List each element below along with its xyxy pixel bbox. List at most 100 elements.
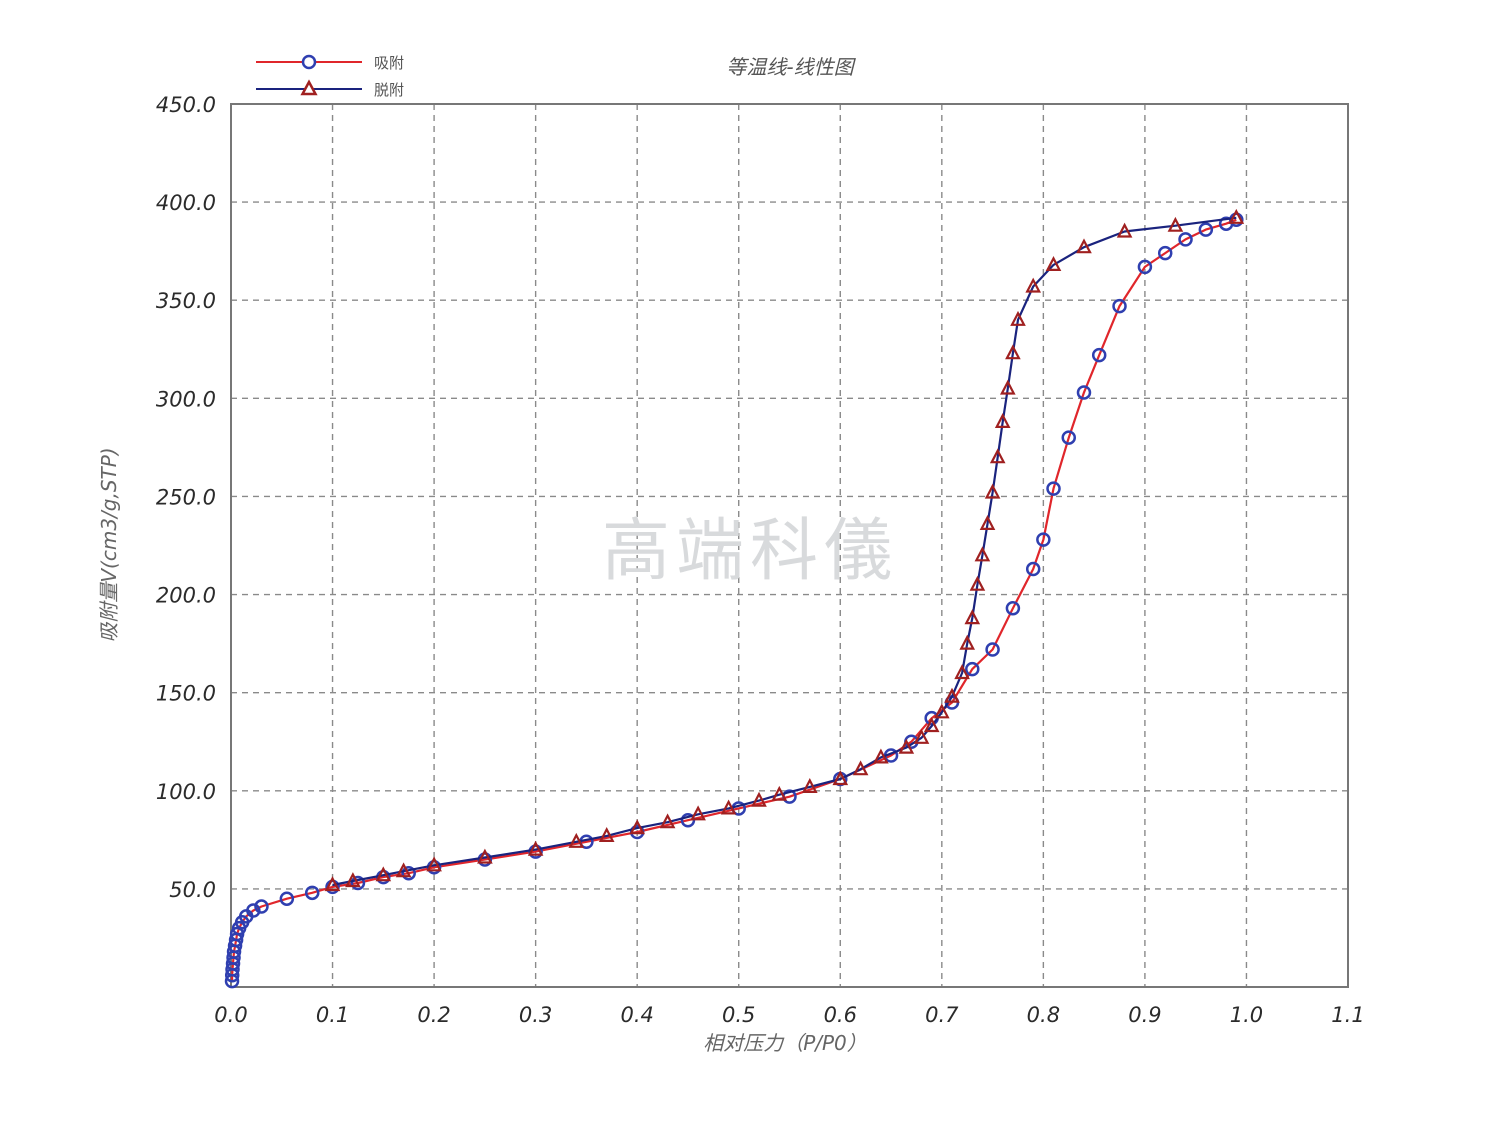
legend-label-adsorption: 吸附 bbox=[374, 54, 404, 72]
data-point-desorption bbox=[598, 827, 615, 843]
data-point-desorption bbox=[944, 687, 960, 703]
x-tick-label: 0.1 bbox=[316, 1003, 349, 1027]
series-adsorption bbox=[224, 212, 1244, 989]
legend-item-desorption: 脱附 bbox=[256, 79, 404, 99]
data-point-desorption bbox=[852, 760, 869, 776]
y-tick-label: 150.0 bbox=[156, 682, 216, 706]
data-point-adsorption bbox=[246, 903, 261, 918]
data-point-adsorption bbox=[1229, 212, 1244, 228]
x-axis-ticks: 0.0 0.1 0.2 0.3 0.4 0.5 0.6 0.7 0.8 0.9 1.0 1.1 bbox=[214, 1003, 1364, 1027]
y-tick-label: 200.0 bbox=[156, 584, 216, 608]
data-point-adsorption bbox=[1112, 298, 1127, 314]
data-point-adsorption bbox=[1157, 245, 1173, 261]
y-tick-label: 300.0 bbox=[156, 387, 216, 411]
data-point-adsorption bbox=[1025, 561, 1041, 577]
y-tick-label: 50.0 bbox=[169, 878, 216, 902]
x-tick-label: 0.5 bbox=[722, 1003, 755, 1027]
data-point-adsorption bbox=[1046, 481, 1061, 496]
data-point-adsorption bbox=[1005, 601, 1021, 616]
x-tick-label: 1.1 bbox=[1331, 1003, 1364, 1027]
data-point-adsorption bbox=[965, 661, 980, 677]
series-line-adsorption bbox=[230, 218, 1237, 982]
x-tick-label: 0.0 bbox=[214, 1003, 247, 1027]
data-point-desorption bbox=[1045, 256, 1062, 271]
series-desorption bbox=[324, 208, 1245, 892]
data-point-adsorption bbox=[1137, 259, 1153, 275]
data-point-desorption bbox=[426, 856, 442, 872]
x-tick-label: 0.7 bbox=[925, 1003, 959, 1027]
data-point-desorption bbox=[720, 799, 737, 815]
legend-marker-adsorption bbox=[301, 54, 317, 70]
data-point-adsorption bbox=[350, 875, 366, 891]
legend: 吸附 脱附 bbox=[256, 54, 404, 99]
data-point-desorption bbox=[933, 703, 950, 719]
data-point-adsorption bbox=[254, 899, 269, 914]
legend-label-desorption: 脱附 bbox=[374, 81, 404, 99]
y-axis-title: 吸附量V(cm3/g,STP) bbox=[97, 447, 121, 642]
x-tick-label: 0.6 bbox=[824, 1003, 857, 1027]
data-point-adsorption bbox=[279, 891, 295, 906]
data-point-desorption bbox=[873, 748, 889, 764]
data-point-desorption bbox=[629, 819, 646, 835]
data-point-desorption bbox=[999, 379, 1016, 395]
data-point-desorption bbox=[898, 738, 915, 754]
data-point-desorption bbox=[974, 546, 991, 562]
data-point-desorption bbox=[1116, 222, 1133, 238]
series-layer bbox=[224, 208, 1245, 989]
data-point-adsorption bbox=[304, 885, 320, 901]
data-point-desorption bbox=[989, 448, 1006, 464]
data-point-desorption bbox=[801, 778, 818, 794]
data-point-desorption bbox=[913, 728, 930, 744]
x-tick-label: 0.8 bbox=[1027, 1003, 1060, 1027]
data-point-adsorption bbox=[1091, 347, 1107, 363]
plot-frame bbox=[230, 103, 1349, 988]
data-point-desorption bbox=[994, 413, 1011, 428]
y-tick-label: 350.0 bbox=[156, 289, 216, 313]
data-point-desorption bbox=[324, 876, 341, 892]
data-point-desorption bbox=[959, 634, 976, 650]
data-point-adsorption bbox=[1061, 430, 1076, 445]
x-tick-label: 0.4 bbox=[620, 1003, 653, 1027]
y-tick-label: 100.0 bbox=[156, 780, 216, 804]
y-axis-ticks: 50.0 100.0 150.0 200.0 250.0 300.0 350.0 400.0 4… bbox=[156, 93, 216, 902]
data-point-desorption bbox=[375, 866, 392, 882]
x-tick-label: 0.2 bbox=[417, 1003, 450, 1027]
data-point-adsorption bbox=[1036, 532, 1051, 547]
x-tick-label: 0.3 bbox=[519, 1003, 552, 1027]
legend-item-adsorption: 吸附 bbox=[256, 54, 404, 72]
data-point-desorption bbox=[659, 813, 676, 829]
data-point-desorption bbox=[832, 770, 849, 786]
watermark: 高端科儀 bbox=[602, 512, 898, 591]
data-point-desorption bbox=[1005, 344, 1021, 360]
data-point-desorption bbox=[1076, 238, 1092, 254]
data-point-desorption bbox=[984, 483, 1001, 499]
data-point-desorption bbox=[395, 862, 412, 878]
data-point-desorption bbox=[969, 575, 986, 591]
data-point-adsorption bbox=[401, 865, 416, 881]
y-tick-label: 400.0 bbox=[156, 191, 216, 215]
data-point-desorption bbox=[771, 785, 788, 801]
x-axis-title: 相对压力（P/P0） bbox=[703, 1031, 867, 1055]
data-point-desorption bbox=[964, 609, 981, 625]
data-point-desorption bbox=[751, 791, 767, 807]
legend-marker-desorption bbox=[300, 79, 318, 96]
data-point-desorption bbox=[979, 515, 996, 531]
x-tick-label: 0.9 bbox=[1128, 1003, 1161, 1027]
data-point-adsorption bbox=[1178, 232, 1193, 247]
data-point-desorption bbox=[923, 717, 940, 733]
data-point-desorption bbox=[477, 848, 493, 864]
data-point-desorption bbox=[1010, 310, 1026, 326]
data-point-desorption bbox=[690, 805, 706, 821]
data-point-desorption bbox=[345, 872, 361, 888]
data-point-adsorption bbox=[1198, 222, 1214, 237]
y-tick-label: 450.0 bbox=[156, 93, 216, 117]
data-point-desorption bbox=[1228, 208, 1245, 224]
data-point-desorption bbox=[1167, 216, 1184, 232]
x-tick-label: 1.0 bbox=[1230, 1003, 1263, 1027]
data-point-desorption bbox=[1025, 277, 1042, 293]
data-point-adsorption bbox=[985, 642, 1000, 657]
data-point-desorption bbox=[954, 664, 970, 680]
data-point-desorption bbox=[568, 832, 585, 848]
chart-title: 等温线-线性图 bbox=[726, 55, 856, 79]
